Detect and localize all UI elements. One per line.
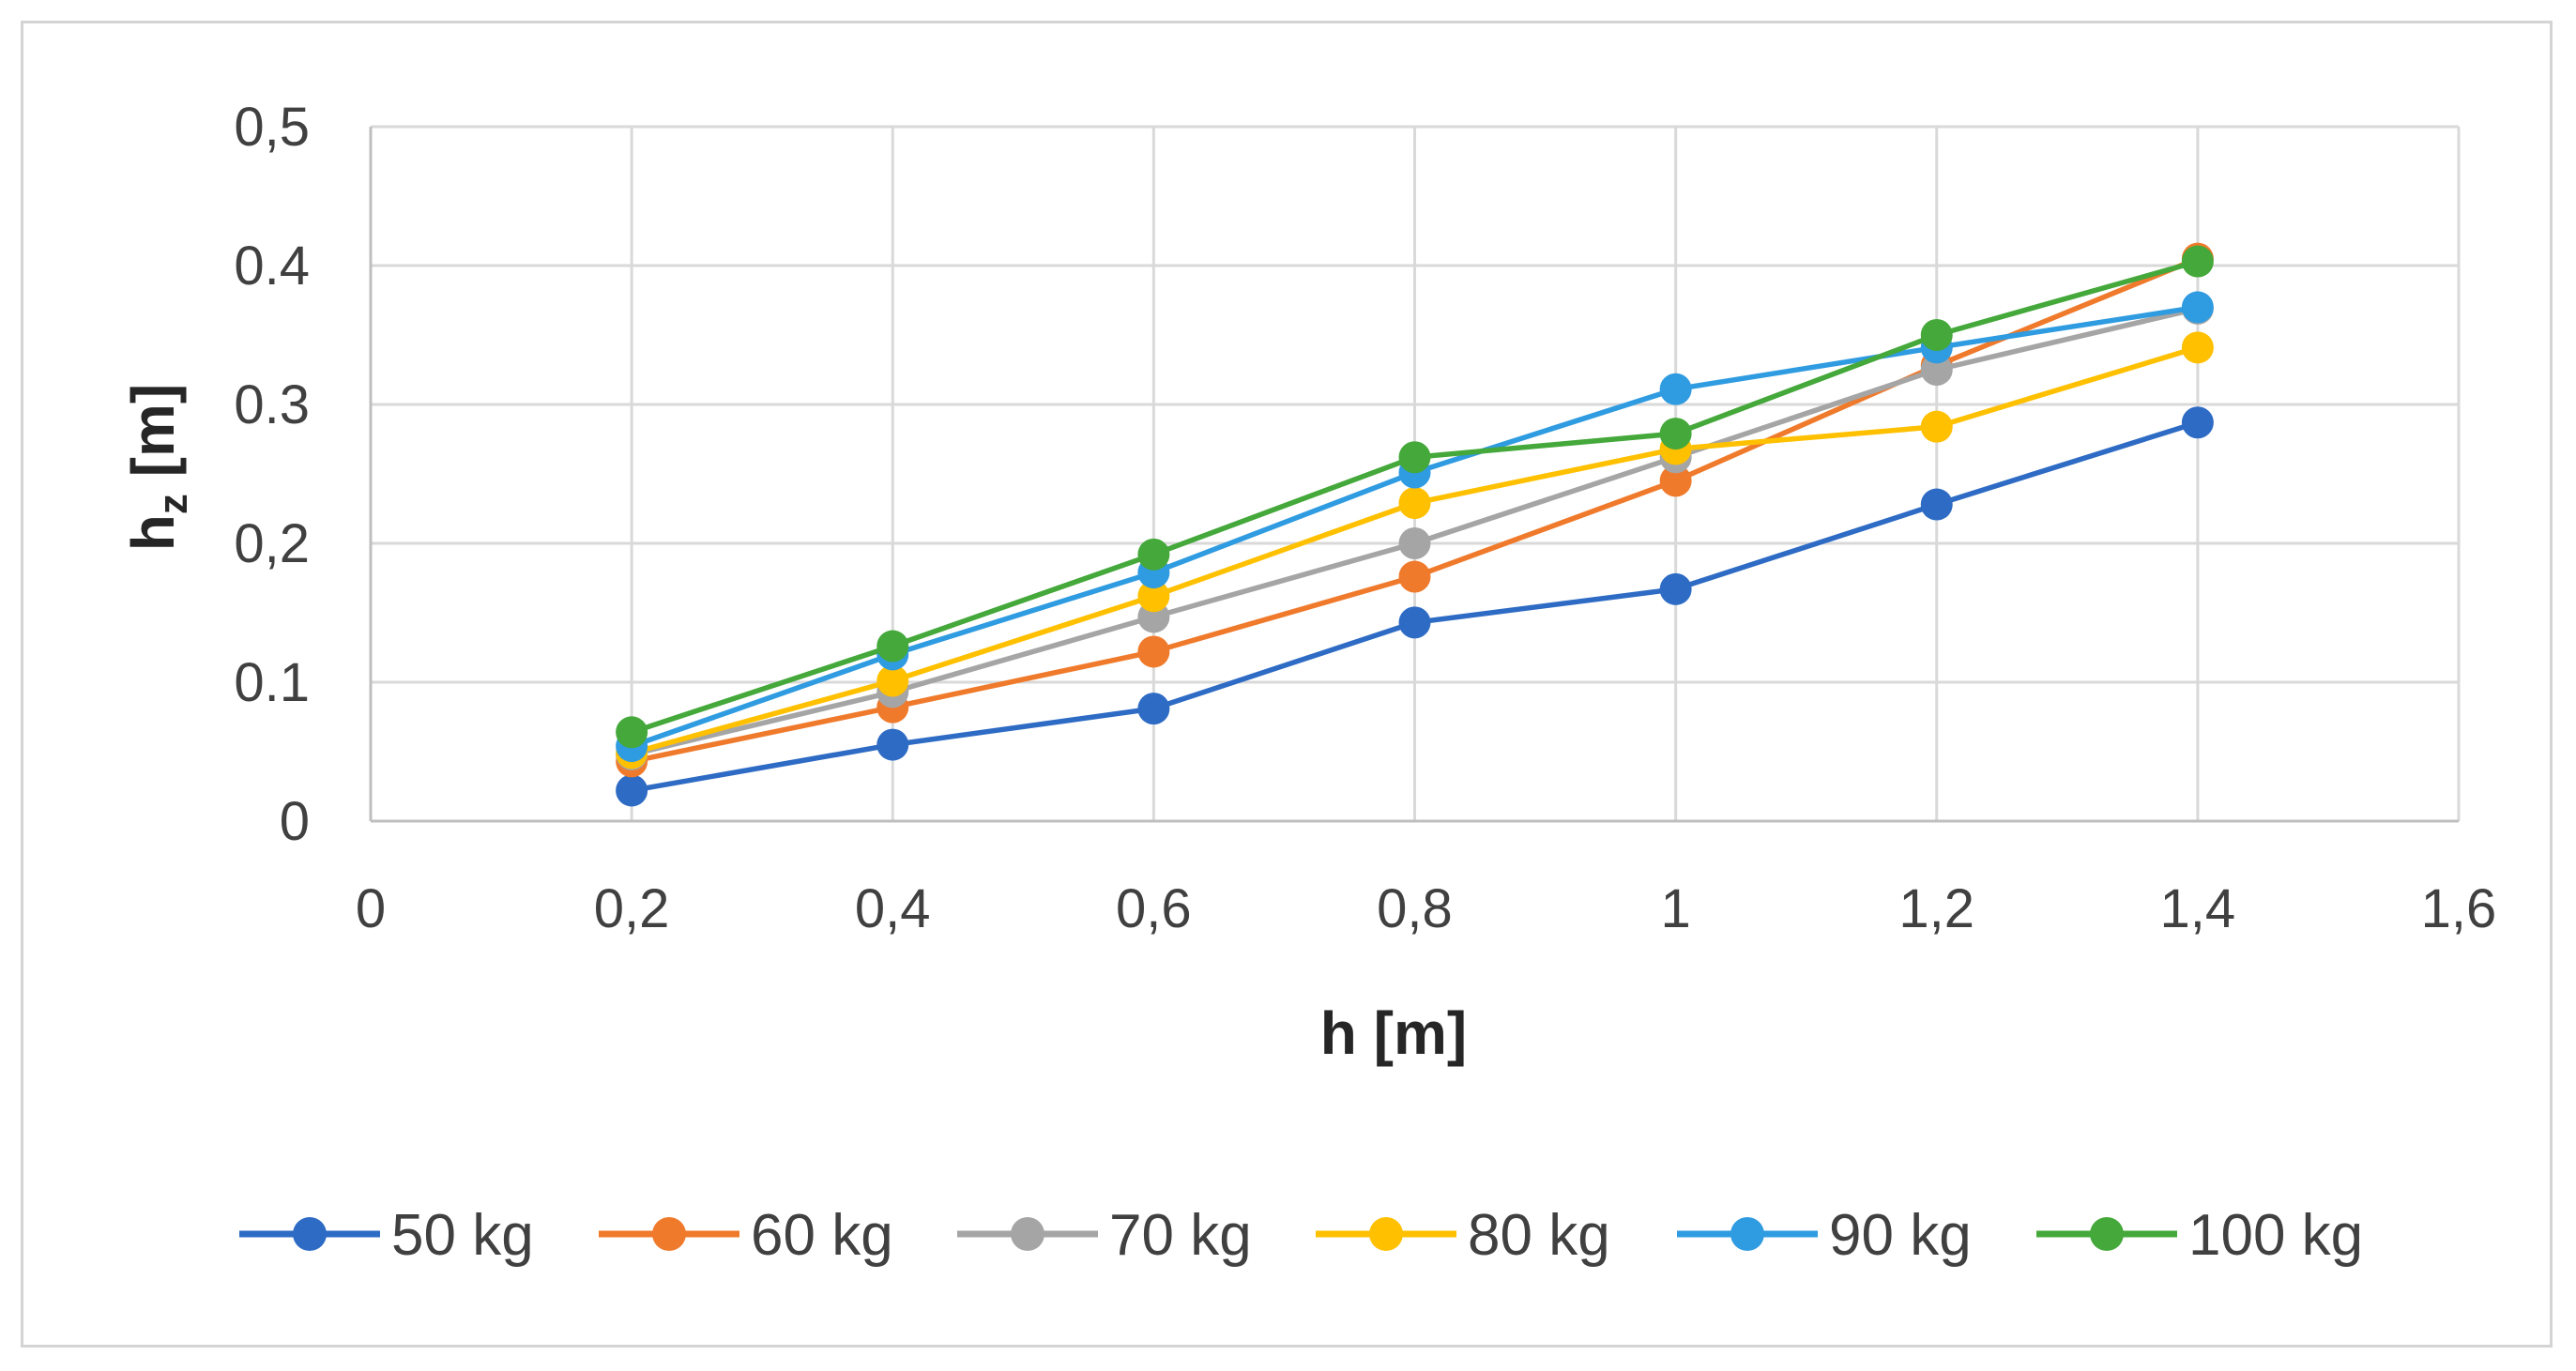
data-point-100-kg — [876, 630, 909, 663]
y-tick-label: 0 — [280, 791, 310, 852]
x-tick-label: 0 — [356, 878, 386, 939]
y-tick-label: 0.1 — [234, 652, 310, 713]
data-point-70-kg — [1398, 527, 1431, 559]
data-point-50-kg — [876, 728, 909, 761]
data-point-80-kg — [1920, 410, 1953, 443]
data-point-60-kg — [1398, 560, 1431, 593]
data-point-90-kg — [1659, 373, 1692, 405]
y-tick-label: 0.3 — [234, 374, 310, 435]
data-point-100-kg — [1137, 538, 1170, 571]
data-point-80-kg — [2181, 331, 2214, 364]
x-tick-label: 0,2 — [594, 878, 670, 939]
data-point-50-kg — [2181, 406, 2214, 439]
y-axis-title: hz [m] — [119, 384, 196, 551]
legend-marker-80-kg — [1369, 1217, 1403, 1251]
data-point-60-kg — [1659, 465, 1692, 497]
x-tick-label: 0,6 — [1116, 878, 1192, 939]
data-point-80-kg — [1137, 580, 1170, 613]
data-point-80-kg — [876, 664, 909, 697]
legend-label: 80 kg — [1468, 1203, 1610, 1268]
legend-marker-70-kg — [1011, 1217, 1044, 1251]
data-point-100-kg — [1659, 418, 1692, 450]
data-point-100-kg — [1398, 441, 1431, 474]
data-point-100-kg — [2181, 245, 2214, 278]
y-tick-label: 0.4 — [234, 236, 310, 297]
tick-labels: 0 0.1 0,2 0.3 0.4 0,5 0 0,2 0,4 0,6 0,8 1 1,2 1,4 1,6 — [234, 97, 2496, 939]
legend-item-50-kg: 50 kg — [239, 1203, 534, 1268]
plot-axes — [369, 127, 2459, 823]
data-point-100-kg — [1920, 319, 1953, 351]
data-point-90-kg — [2181, 291, 2214, 324]
legend-label: 50 kg — [391, 1203, 534, 1268]
data-point-100-kg — [616, 716, 648, 749]
y-axis-title-unit: [m] — [119, 384, 187, 494]
legend-item-60-kg: 60 kg — [599, 1203, 893, 1268]
data-point-50-kg — [1920, 488, 1953, 521]
series-100-kg — [616, 245, 2214, 749]
legend-item-70-kg: 70 kg — [957, 1203, 1252, 1268]
legend-item-80-kg: 80 kg — [1316, 1203, 1610, 1268]
y-tick-label: 0,5 — [234, 97, 310, 158]
legend-marker-90-kg — [1730, 1217, 1764, 1251]
legend-marker-50-kg — [293, 1217, 327, 1251]
y-axis-title-main: h — [119, 514, 187, 551]
legend-marker-60-kg — [652, 1217, 686, 1251]
x-tick-label: 1,2 — [1898, 878, 1974, 939]
data-point-70-kg — [1920, 354, 1953, 386]
data-point-50-kg — [1398, 606, 1431, 639]
legend-marker-100-kg — [2090, 1217, 2124, 1251]
x-tick-label: 0,4 — [855, 878, 931, 939]
x-tick-label: 1,4 — [2160, 878, 2236, 939]
data-point-50-kg — [616, 774, 648, 807]
data-point-50-kg — [1137, 693, 1170, 725]
y-tick-label: 0,2 — [234, 513, 310, 574]
series-80-kg — [616, 331, 2214, 769]
legend-label: 100 kg — [2188, 1203, 2363, 1268]
x-axis-title: h [m] — [1320, 999, 1467, 1067]
series-layer — [616, 242, 2214, 807]
data-point-50-kg — [1659, 572, 1692, 605]
series-50-kg — [616, 406, 2214, 807]
chart-frame — [21, 21, 2553, 1348]
legend-label: 60 kg — [751, 1203, 893, 1268]
data-point-80-kg — [1398, 487, 1431, 520]
legend-item-90-kg: 90 kg — [1677, 1203, 1972, 1268]
x-tick-label: 1 — [1660, 878, 1690, 939]
x-tick-label: 0,8 — [1377, 878, 1453, 939]
y-axis-title-subscript: z — [150, 494, 196, 514]
legend-label: 70 kg — [1109, 1203, 1252, 1268]
legend: 50 kg 60 kg 70 kg 80 kg 90 kg 100 kg — [239, 1203, 2363, 1268]
data-point-60-kg — [1137, 635, 1170, 668]
x-tick-label: 1,6 — [2421, 878, 2497, 939]
legend-label: 90 kg — [1829, 1203, 1972, 1268]
legend-item-100-kg: 100 kg — [2036, 1203, 2363, 1268]
